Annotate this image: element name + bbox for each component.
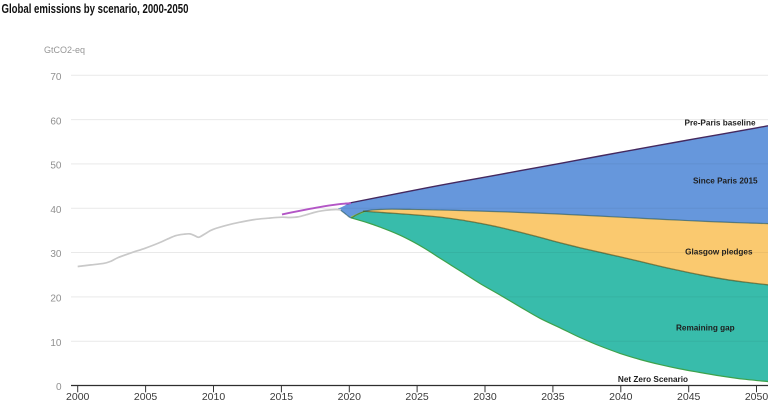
svg-text:2040: 2040: [609, 391, 633, 403]
svg-text:2030: 2030: [473, 391, 497, 403]
svg-text:60: 60: [50, 116, 62, 127]
svg-text:2035: 2035: [541, 391, 565, 403]
svg-text:50: 50: [50, 161, 62, 172]
svg-text:2010: 2010: [202, 391, 226, 403]
svg-text:Glasgow pledges: Glasgow pledges: [685, 248, 753, 257]
svg-text:10: 10: [50, 338, 62, 349]
svg-text:2045: 2045: [677, 391, 701, 403]
svg-text:2000: 2000: [66, 391, 90, 403]
svg-text:30: 30: [50, 249, 62, 260]
svg-text:Remaining gap: Remaining gap: [676, 324, 735, 333]
svg-text:40: 40: [50, 205, 62, 216]
svg-text:Global emissions by scenario,: Global emissions by scenario, 2000-2050: [2, 3, 189, 17]
svg-text:2020: 2020: [338, 391, 362, 403]
svg-text:Net Zero Scenario: Net Zero Scenario: [618, 375, 688, 384]
svg-text:20: 20: [50, 294, 62, 305]
svg-text:2050: 2050: [745, 391, 768, 403]
svg-text:2025: 2025: [405, 391, 429, 403]
svg-text:70: 70: [50, 72, 62, 83]
svg-text:2015: 2015: [270, 391, 294, 403]
svg-text:GtCO2-eq: GtCO2-eq: [44, 45, 85, 55]
svg-text:Pre-Paris baseline: Pre-Paris baseline: [685, 118, 756, 127]
svg-text:Since Paris 2015: Since Paris 2015: [693, 176, 758, 185]
svg-text:0: 0: [56, 382, 62, 393]
svg-text:2005: 2005: [134, 391, 158, 403]
